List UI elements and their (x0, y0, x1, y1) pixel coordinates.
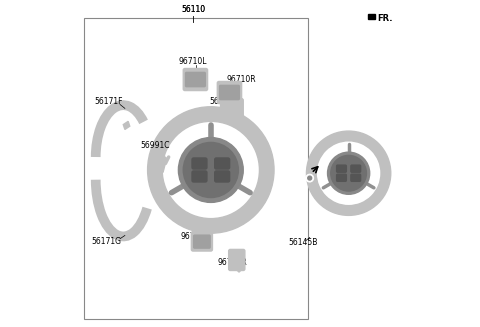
Circle shape (331, 155, 366, 191)
Text: 96770L: 96770L (181, 232, 210, 241)
Text: 56110: 56110 (181, 5, 205, 14)
Text: 96710L: 96710L (179, 57, 207, 66)
FancyBboxPatch shape (217, 81, 241, 104)
Circle shape (327, 152, 370, 194)
Circle shape (183, 143, 239, 198)
FancyBboxPatch shape (215, 158, 229, 169)
FancyBboxPatch shape (351, 165, 360, 172)
Text: 56171G: 56171G (91, 237, 121, 246)
Polygon shape (368, 14, 374, 19)
FancyBboxPatch shape (186, 72, 205, 87)
Text: 96710R: 96710R (227, 75, 256, 84)
FancyBboxPatch shape (336, 165, 347, 172)
FancyBboxPatch shape (183, 68, 207, 91)
Polygon shape (165, 169, 169, 174)
Text: 56110: 56110 (181, 5, 205, 14)
FancyBboxPatch shape (215, 171, 229, 182)
FancyBboxPatch shape (192, 158, 207, 169)
Circle shape (308, 176, 312, 180)
FancyBboxPatch shape (351, 174, 360, 181)
FancyBboxPatch shape (192, 232, 213, 251)
FancyBboxPatch shape (219, 85, 240, 100)
Text: 56111D: 56111D (209, 97, 240, 106)
Text: 56171F: 56171F (95, 97, 123, 106)
FancyBboxPatch shape (84, 18, 308, 319)
Text: 96770R: 96770R (218, 258, 248, 267)
FancyBboxPatch shape (336, 174, 347, 181)
Text: 56145B: 56145B (288, 238, 317, 248)
Polygon shape (236, 267, 240, 272)
Circle shape (306, 174, 313, 182)
Text: 56991C: 56991C (140, 141, 170, 150)
FancyBboxPatch shape (220, 99, 243, 118)
Polygon shape (123, 121, 130, 129)
FancyBboxPatch shape (228, 250, 245, 270)
Circle shape (179, 138, 243, 202)
FancyBboxPatch shape (193, 235, 210, 248)
FancyBboxPatch shape (192, 171, 207, 182)
Text: FR.: FR. (377, 14, 392, 23)
